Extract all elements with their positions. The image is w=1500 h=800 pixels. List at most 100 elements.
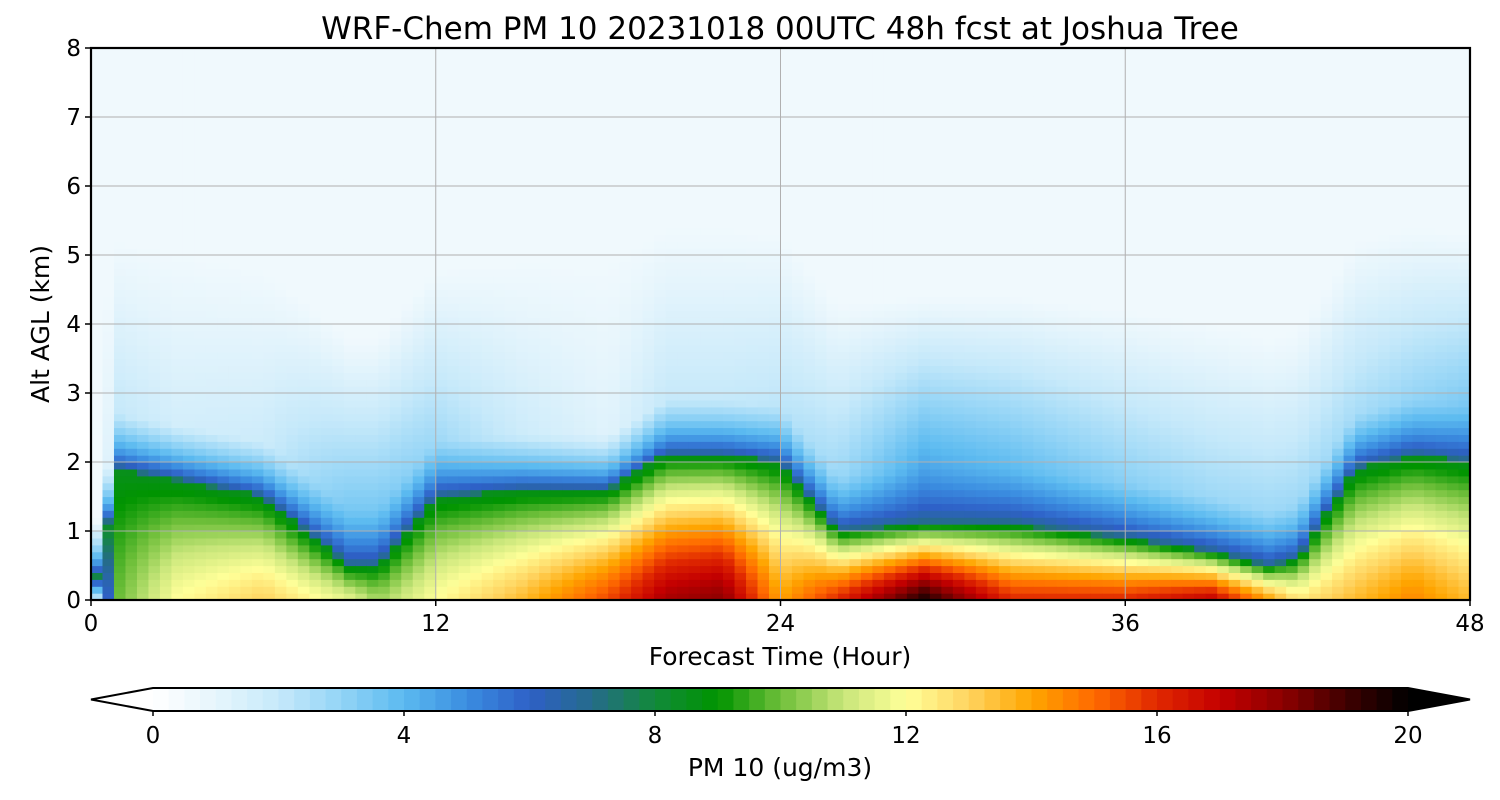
heatmap-cell: [677, 199, 690, 208]
heatmap-cell: [746, 455, 759, 463]
heatmap-cell: [585, 123, 598, 132]
heatmap-cell: [343, 475, 356, 484]
heatmap-cell: [458, 586, 471, 594]
heatmap-cell: [401, 448, 414, 456]
heatmap-cell: [355, 261, 368, 270]
heatmap-cell: [562, 199, 575, 208]
heatmap-cell: [435, 413, 448, 422]
heatmap-cell: [734, 420, 747, 429]
heatmap-cell: [113, 551, 127, 560]
heatmap-cell: [631, 551, 644, 560]
heatmap-cell: [136, 144, 150, 153]
heatmap-cell: [113, 61, 127, 70]
heatmap-cell: [791, 441, 805, 449]
heatmap-cell: [182, 61, 196, 70]
heatmap-cell: [665, 61, 678, 70]
heatmap-cell: [297, 61, 310, 70]
heatmap-cell: [194, 54, 207, 63]
heatmap-cell: [596, 275, 609, 284]
heatmap-cell: [665, 344, 678, 353]
heatmap-cell: [734, 358, 747, 366]
heatmap-cell: [688, 448, 701, 456]
heatmap-cell: [320, 393, 333, 401]
heatmap-cell: [424, 475, 437, 484]
heatmap-cell: [700, 234, 713, 242]
heatmap-cell: [274, 386, 287, 394]
heatmap-cell: [447, 220, 460, 228]
heatmap-cell: [585, 130, 598, 139]
heatmap-cell: [780, 192, 793, 201]
heatmap-cell: [734, 268, 747, 277]
heatmap-cell: [585, 455, 598, 463]
heatmap-cell: [113, 544, 127, 553]
heatmap-cell: [263, 110, 276, 118]
heatmap-cell: [113, 103, 127, 111]
heatmap-cell: [366, 317, 379, 325]
heatmap-cell: [516, 206, 529, 215]
heatmap-cell: [447, 227, 460, 235]
heatmap-cell: [734, 179, 747, 187]
heatmap-cell: [723, 517, 736, 525]
heatmap-cell: [780, 75, 793, 84]
heatmap-cell: [757, 372, 770, 380]
heatmap-cell: [481, 227, 494, 235]
heatmap-cell: [585, 137, 598, 146]
heatmap-cell: [136, 420, 150, 429]
heatmap-cell: [102, 89, 115, 97]
heatmap-cell: [286, 192, 299, 201]
heatmap-cell: [378, 117, 391, 125]
heatmap-cell: [274, 524, 287, 532]
heatmap-cell: [435, 68, 448, 77]
heatmap-cell: [263, 130, 276, 139]
heatmap-cell: [412, 158, 425, 166]
heatmap-cell: [723, 96, 736, 104]
heatmap-cell: [159, 61, 173, 70]
heatmap-cell: [470, 434, 483, 442]
heatmap-cell: [320, 586, 333, 594]
heatmap-cell: [481, 468, 494, 477]
heatmap-cell: [596, 144, 609, 153]
heatmap-cell: [608, 441, 621, 449]
heatmap-cell: [562, 317, 575, 325]
heatmap-cell: [573, 275, 586, 284]
heatmap-cell: [688, 268, 701, 277]
heatmap-cell: [619, 82, 632, 90]
heatmap-cell: [182, 179, 196, 187]
heatmap-cell: [401, 206, 414, 215]
heatmap-cell: [343, 48, 356, 56]
heatmap-cell: [677, 524, 690, 532]
heatmap-cell: [585, 317, 598, 325]
heatmap-cell: [481, 110, 494, 118]
heatmap-cell: [723, 406, 736, 415]
heatmap-cell: [148, 586, 161, 594]
heatmap-cell: [343, 220, 356, 228]
heatmap-cell: [791, 337, 805, 346]
heatmap-cell: [585, 96, 598, 104]
heatmap-cell: [389, 89, 402, 97]
heatmap-cell: [631, 330, 644, 339]
heatmap-cell: [171, 482, 184, 491]
heatmap-cell: [791, 68, 805, 77]
heatmap-cell: [757, 75, 770, 84]
heatmap-cell: [332, 75, 345, 84]
heatmap-cell: [677, 579, 690, 587]
heatmap-cell: [217, 503, 230, 511]
heatmap-cell: [343, 468, 356, 477]
heatmap-cell: [136, 593, 150, 600]
heatmap-cell: [343, 123, 356, 132]
heatmap-cell: [642, 324, 655, 332]
heatmap-cell: [171, 524, 184, 532]
heatmap-cell: [516, 289, 529, 297]
heatmap-cell: [263, 482, 276, 491]
heatmap-cell: [412, 448, 425, 456]
heatmap-cell: [642, 158, 655, 166]
heatmap-cell: [228, 510, 241, 518]
heatmap-cell: [148, 420, 161, 429]
heatmap-cell: [447, 192, 460, 201]
heatmap-cell: [631, 379, 644, 387]
heatmap-cell: [769, 199, 782, 208]
heatmap-cell: [412, 89, 425, 97]
heatmap-cell: [516, 434, 529, 442]
heatmap-cell: [228, 524, 241, 532]
heatmap-cell: [435, 337, 448, 346]
